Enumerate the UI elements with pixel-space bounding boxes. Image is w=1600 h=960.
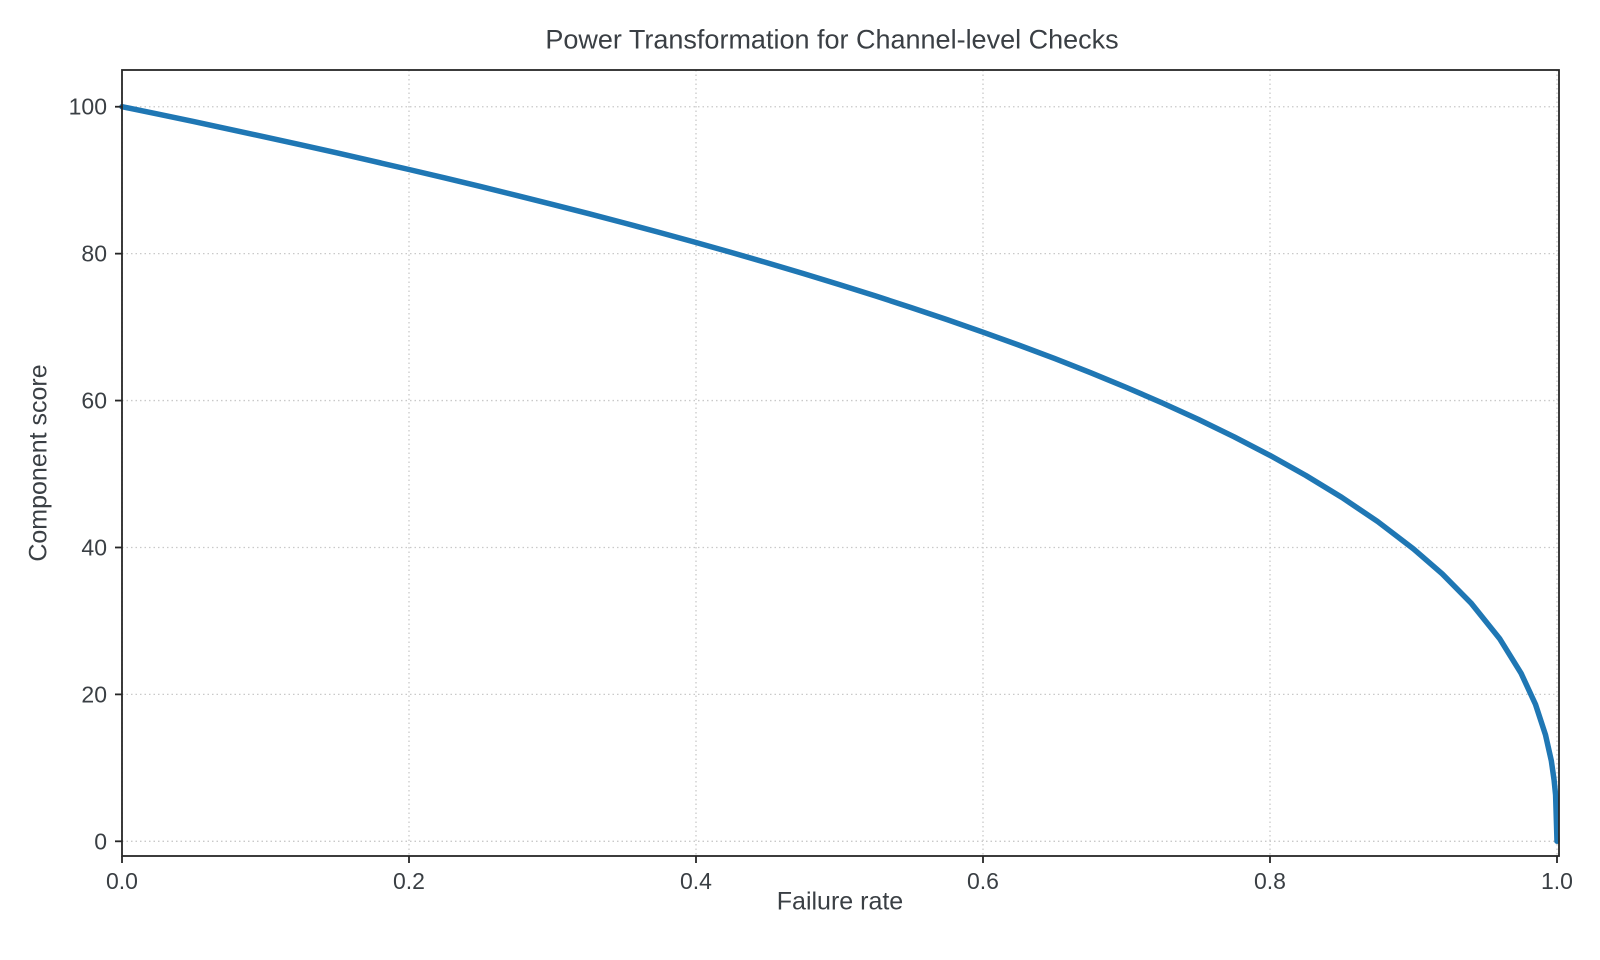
- x-tick-label: 0.4: [680, 868, 712, 894]
- component-score-curve: [119, 103, 1560, 845]
- x-tick-label: 1.0: [1541, 868, 1573, 894]
- y-tick-label: 40: [81, 534, 107, 560]
- y-tick-label: 100: [69, 94, 107, 120]
- y-tick-label: 60: [81, 388, 107, 414]
- x-tick-label: 0.2: [393, 868, 425, 894]
- plot-frame: [121, 69, 1560, 857]
- x-tick-label: 0.8: [1254, 868, 1286, 894]
- y-tick-label: 0: [94, 828, 107, 854]
- x-axis-label: Failure rate: [776, 887, 904, 916]
- y-tick-label: 20: [81, 681, 107, 707]
- x-tick-label: 0.6: [967, 868, 999, 894]
- x-tick-label: 0.0: [106, 868, 138, 894]
- chart-title: Power Transformation for Channel-level C…: [545, 24, 1119, 55]
- y-tick-label: 80: [81, 241, 107, 267]
